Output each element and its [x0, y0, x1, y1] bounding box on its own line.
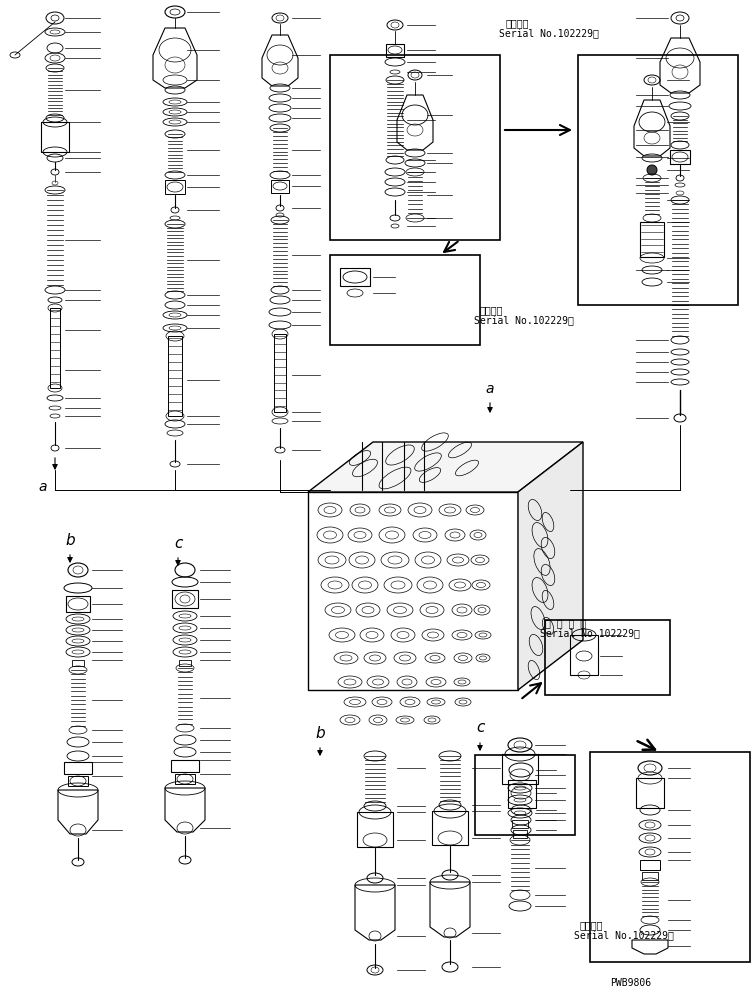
Bar: [72, 660, 84, 666]
Text: 適用号機: 適用号機: [480, 305, 504, 315]
Text: 適 用 号 機: 適 用 号 機: [545, 618, 586, 628]
Text: PWB9806: PWB9806: [610, 978, 651, 988]
Polygon shape: [153, 28, 197, 88]
Bar: [590, 752, 750, 962]
Bar: [386, 44, 404, 57]
Bar: [578, 55, 738, 305]
Text: c: c: [174, 536, 182, 551]
Bar: [636, 778, 664, 808]
Bar: [172, 590, 198, 608]
Polygon shape: [518, 442, 583, 690]
Text: Serial No.102229～: Serial No.102229～: [474, 315, 574, 325]
Text: b: b: [315, 726, 325, 741]
Text: c: c: [476, 720, 484, 735]
Bar: [179, 660, 191, 666]
Bar: [513, 830, 527, 838]
Bar: [640, 860, 660, 870]
Bar: [357, 812, 393, 847]
Bar: [545, 620, 670, 695]
Polygon shape: [632, 940, 668, 954]
Bar: [330, 255, 480, 345]
Text: Serial No.102229～: Serial No.102229～: [499, 28, 599, 38]
Bar: [271, 180, 289, 193]
Bar: [168, 336, 182, 416]
Polygon shape: [660, 38, 700, 93]
Polygon shape: [430, 882, 470, 937]
Bar: [274, 334, 286, 412]
Bar: [432, 811, 468, 845]
Bar: [475, 755, 575, 835]
Polygon shape: [308, 492, 518, 690]
Polygon shape: [308, 442, 583, 492]
Polygon shape: [355, 885, 395, 940]
Bar: [50, 308, 60, 388]
Circle shape: [647, 165, 657, 175]
Polygon shape: [262, 35, 298, 86]
Text: Serial No.102229～: Serial No.102229～: [574, 930, 674, 940]
Bar: [340, 268, 370, 286]
Bar: [640, 222, 664, 257]
Bar: [570, 635, 598, 675]
Polygon shape: [634, 100, 670, 156]
Bar: [41, 122, 69, 152]
Bar: [330, 55, 500, 240]
Bar: [502, 754, 538, 784]
Bar: [66, 596, 90, 612]
Text: 適用号機: 適用号機: [580, 920, 603, 930]
Bar: [642, 872, 658, 880]
Text: a: a: [39, 480, 48, 494]
Bar: [175, 774, 195, 784]
Bar: [64, 762, 92, 774]
Polygon shape: [397, 95, 433, 150]
Bar: [512, 820, 528, 828]
Polygon shape: [58, 790, 98, 834]
Text: b: b: [65, 533, 75, 548]
Text: Serial No 102229～: Serial No 102229～: [540, 628, 640, 638]
Bar: [171, 760, 199, 772]
Bar: [165, 180, 185, 194]
Bar: [508, 780, 536, 808]
Bar: [68, 776, 88, 786]
Polygon shape: [165, 788, 205, 832]
Bar: [670, 150, 690, 164]
Text: 適用号機: 適用号機: [505, 18, 528, 28]
Text: a: a: [485, 382, 495, 396]
